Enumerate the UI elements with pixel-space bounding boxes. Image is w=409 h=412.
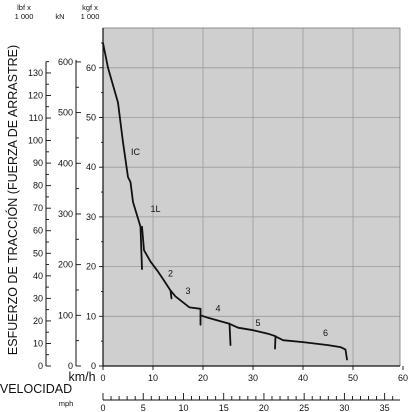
- series-5: [228, 322, 277, 350]
- lbf-tick-label: 120: [28, 90, 43, 100]
- series-2: [149, 260, 173, 300]
- unit-kn: kN: [55, 12, 64, 21]
- axes: [45, 28, 404, 401]
- kgf-tick-label: 0: [91, 361, 96, 371]
- mph-tick-label: 5: [141, 403, 146, 412]
- series-6: [274, 335, 348, 361]
- lbf-tick-label: 90: [33, 158, 43, 168]
- kn-tick-label: 200: [58, 260, 73, 270]
- lbf-tick-label: 50: [33, 248, 43, 258]
- series: [102, 42, 348, 361]
- lbf-tick-label: 0: [38, 361, 43, 371]
- kgf-tick-label: 30: [86, 212, 96, 222]
- unit-kgf-2: 1 000: [81, 12, 100, 21]
- unit-lbf-2: 1 000: [15, 12, 34, 21]
- unit-kgf: kgf x: [82, 3, 98, 12]
- lbf-tick-label: 40: [33, 271, 43, 281]
- kn-tick-label: 500: [58, 108, 73, 118]
- y-axis-title: ESFUERZO DE TRACCIÓN (FUERZA DE ARRASTRE…: [5, 45, 20, 355]
- kmh-tick-label: 0: [100, 373, 105, 383]
- kn-tick-label: 100: [58, 310, 73, 320]
- curve-labels: IC 1L 2 3 4 5 6: [131, 147, 328, 338]
- series-ic: [102, 42, 143, 270]
- lbf-tick-label: 100: [28, 136, 43, 146]
- mph-tick-label: 10: [178, 403, 188, 412]
- kmh-tick-label: 60: [398, 373, 408, 383]
- kmh-tick-label: 30: [248, 373, 258, 383]
- x-axis-title: VELOCIDAD: [0, 382, 72, 396]
- lbf-tick-label: 30: [33, 293, 43, 303]
- kn-tick-label: 600: [58, 57, 73, 67]
- kn-tick-label: 0: [68, 361, 73, 371]
- mph-tick-label: 25: [299, 403, 309, 412]
- kgf-tick-label: 10: [86, 311, 96, 321]
- kgf-tick-label: 50: [86, 113, 96, 123]
- curve-label-ic: IC: [131, 147, 141, 157]
- kmh-tick-label: 50: [348, 373, 358, 383]
- unit-mph: mph: [59, 399, 74, 408]
- curve-label-4: 4: [215, 303, 220, 313]
- series-3: [169, 289, 202, 326]
- mph-tick-label: 0: [100, 403, 105, 412]
- mph-tick-label: 35: [380, 403, 390, 412]
- lbf-tick-label: 110: [29, 113, 43, 123]
- kgf-tick-label: 40: [86, 162, 96, 172]
- lbf-tick-label: 130: [28, 68, 43, 78]
- curve-label-2: 2: [168, 269, 173, 279]
- mph-tick-label: 30: [339, 403, 349, 412]
- mph-tick-label: 15: [219, 403, 229, 412]
- curve-label-6: 6: [323, 328, 328, 338]
- series-4: [199, 314, 232, 346]
- lbf-tick-label: 80: [33, 181, 43, 191]
- kgf-tick-label: 60: [86, 63, 96, 73]
- kn-tick-label: 400: [58, 158, 73, 168]
- unit-lbf: lbf x: [17, 3, 31, 12]
- kmh-tick-label: 10: [148, 373, 158, 383]
- curve-label-1l: 1L: [150, 204, 160, 214]
- kgf-tick-label: 20: [86, 262, 96, 272]
- lbf-tick-label: 60: [33, 226, 43, 236]
- series-1l: [141, 225, 152, 263]
- curve-label-3: 3: [185, 286, 190, 296]
- lbf-tick-label: 20: [33, 316, 43, 326]
- tick-labels: 0102030405060010020030040050060001020304…: [28, 57, 408, 412]
- unit-kmh: km/h: [68, 370, 95, 384]
- kmh-tick-label: 20: [198, 373, 208, 383]
- lbf-tick-label: 70: [33, 203, 43, 213]
- curve-label-5: 5: [255, 318, 260, 328]
- kmh-tick-label: 40: [298, 373, 308, 383]
- plot-area: [103, 28, 400, 366]
- mph-tick-label: 20: [259, 403, 269, 412]
- kn-tick-label: 300: [58, 209, 73, 219]
- lbf-tick-label: 10: [33, 338, 43, 348]
